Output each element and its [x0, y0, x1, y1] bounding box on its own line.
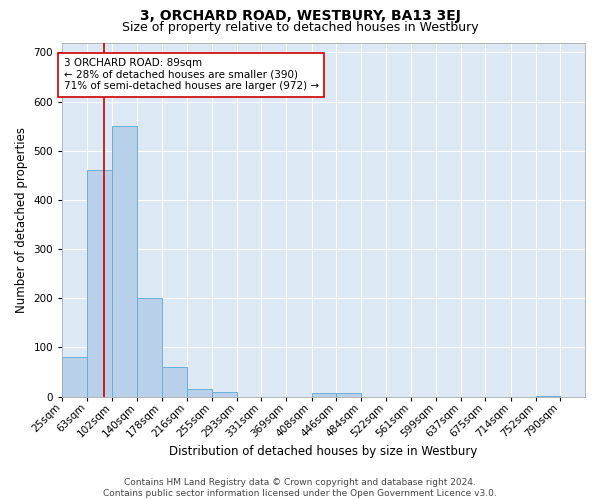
Bar — [112, 126, 137, 396]
Bar — [87, 170, 112, 396]
Bar — [212, 392, 236, 396]
Bar — [336, 392, 361, 396]
Bar — [137, 298, 162, 396]
Y-axis label: Number of detached properties: Number of detached properties — [15, 126, 28, 312]
Text: Size of property relative to detached houses in Westbury: Size of property relative to detached ho… — [122, 21, 478, 34]
Text: Contains HM Land Registry data © Crown copyright and database right 2024.
Contai: Contains HM Land Registry data © Crown c… — [103, 478, 497, 498]
Bar — [311, 392, 336, 396]
Text: 3 ORCHARD ROAD: 89sqm
← 28% of detached houses are smaller (390)
71% of semi-det: 3 ORCHARD ROAD: 89sqm ← 28% of detached … — [64, 58, 319, 92]
Bar — [187, 389, 212, 396]
Text: 3, ORCHARD ROAD, WESTBURY, BA13 3EJ: 3, ORCHARD ROAD, WESTBURY, BA13 3EJ — [140, 9, 460, 23]
Bar — [162, 367, 187, 396]
Bar — [62, 357, 87, 397]
X-axis label: Distribution of detached houses by size in Westbury: Distribution of detached houses by size … — [169, 444, 478, 458]
